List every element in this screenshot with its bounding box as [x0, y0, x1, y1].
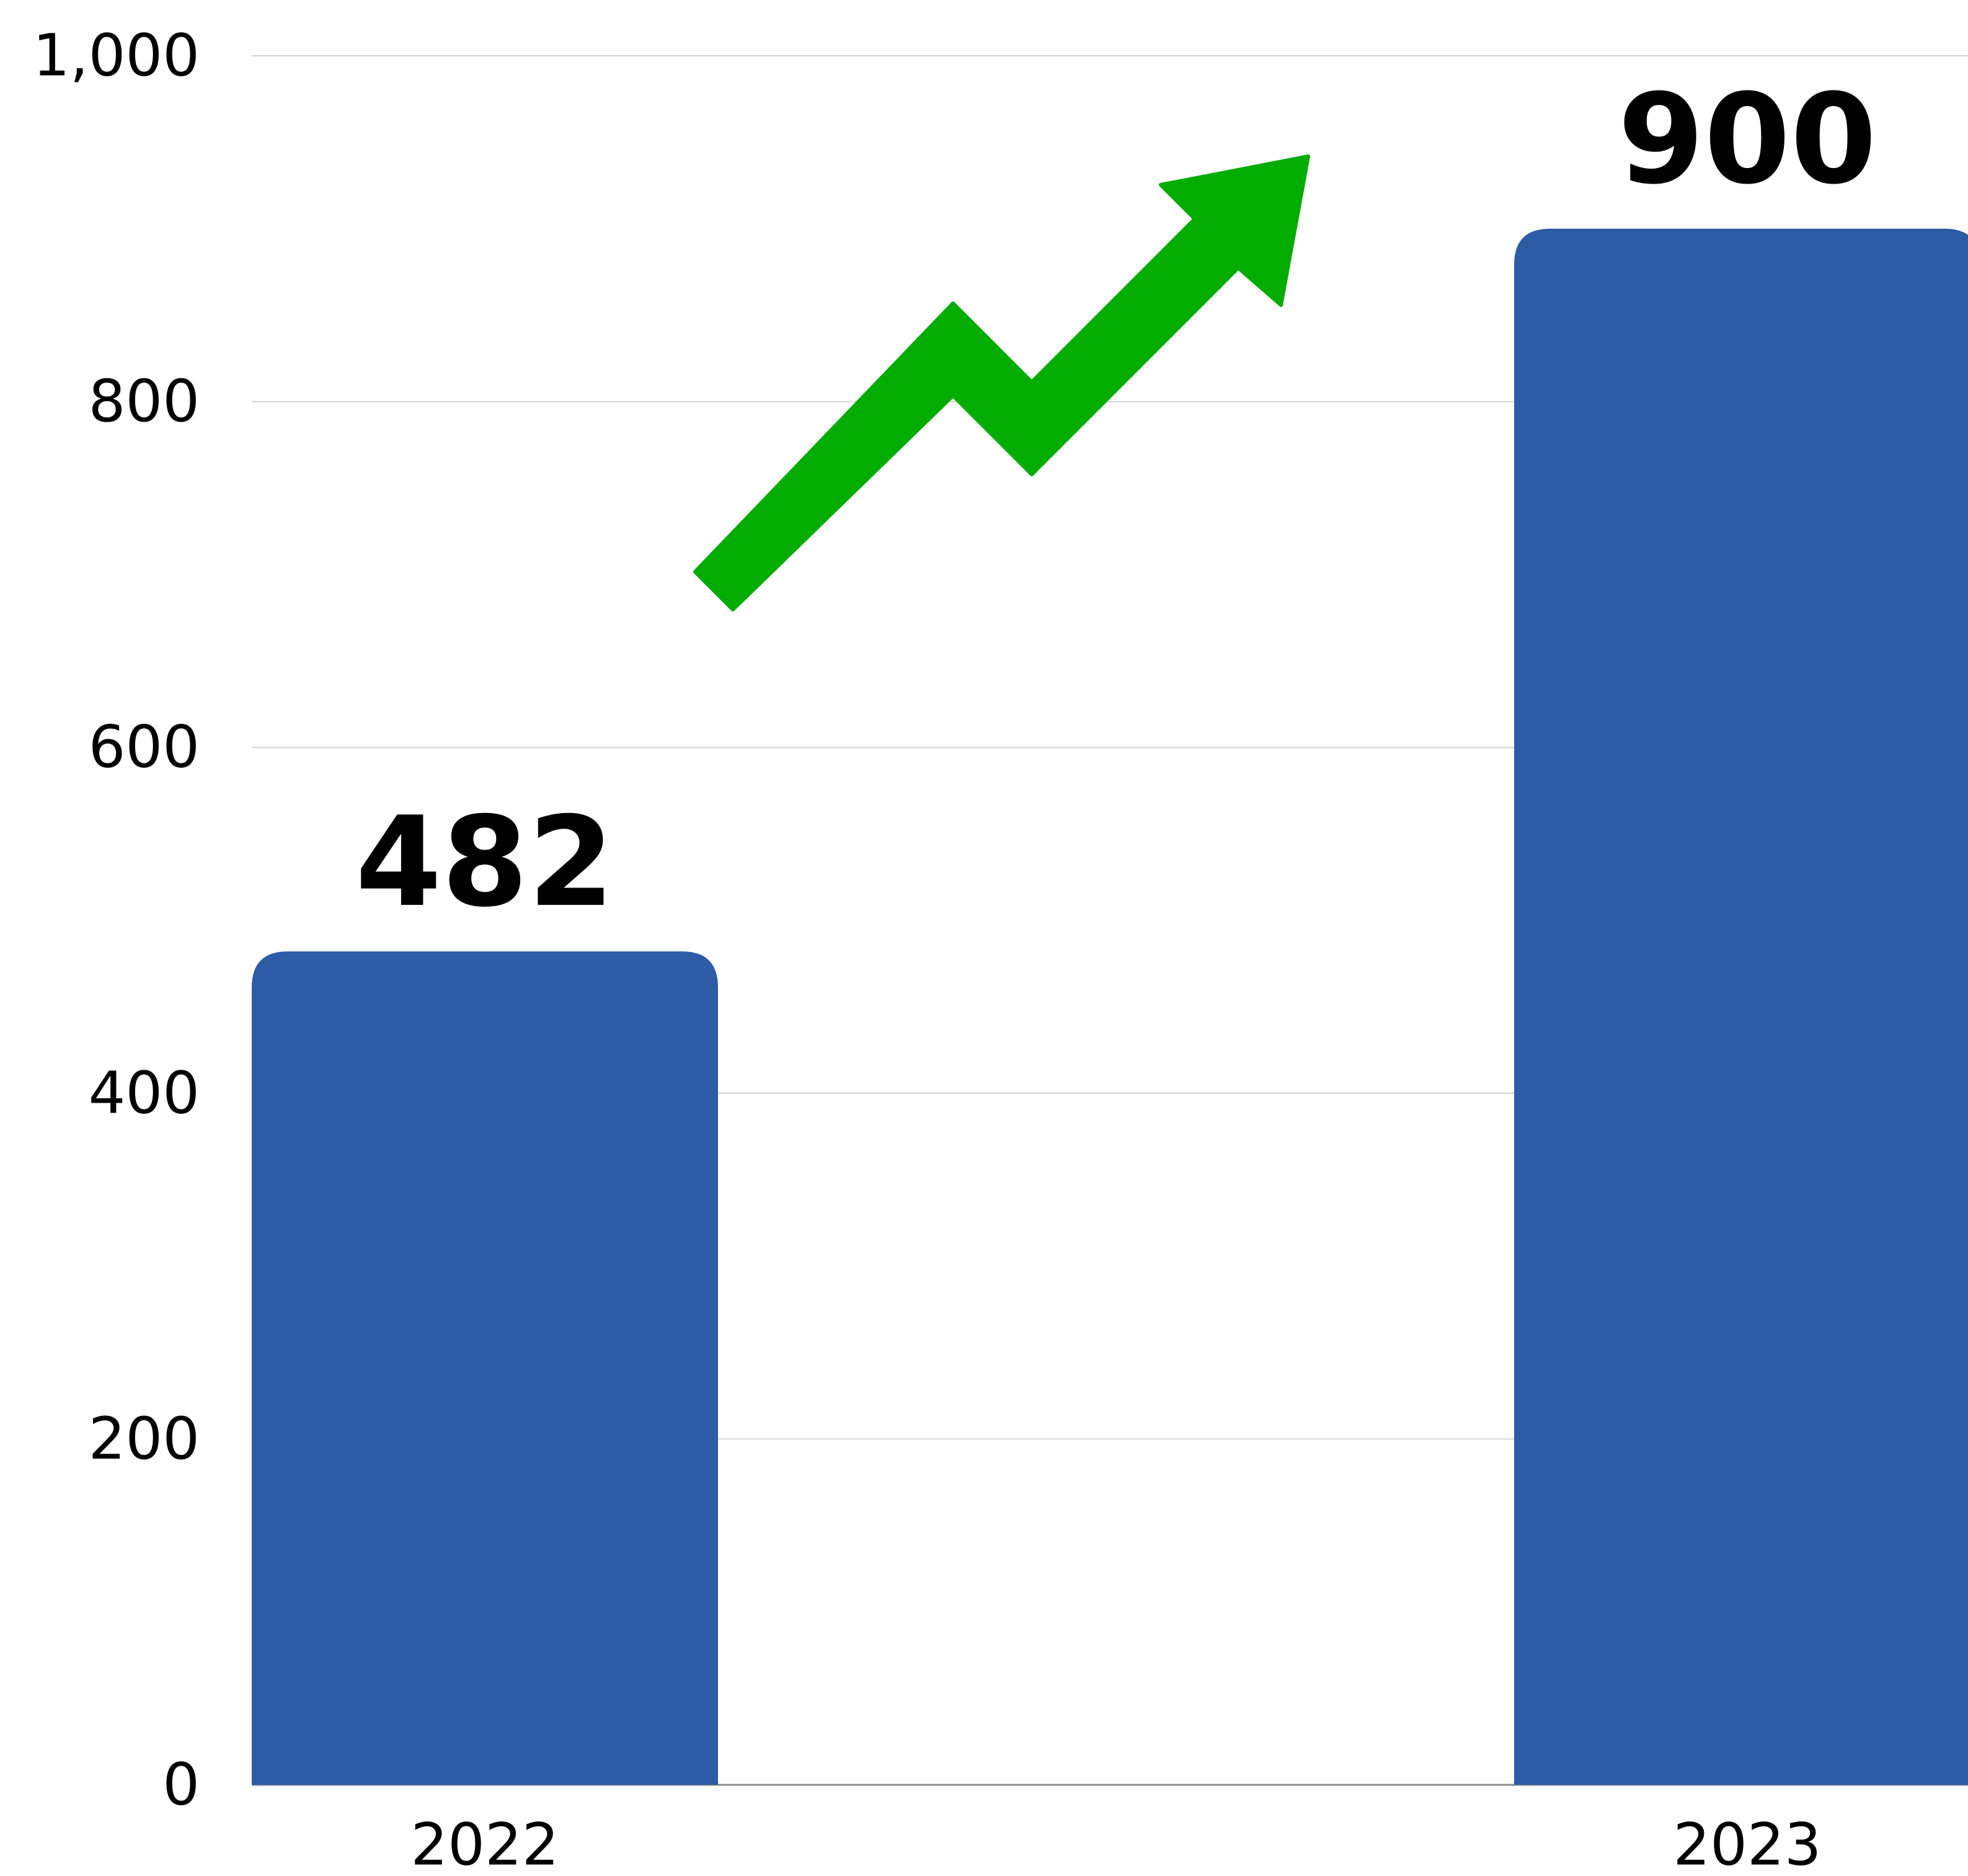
bars — [252, 228, 1968, 1785]
y-tick-label: 1,000 — [33, 22, 200, 90]
data-label-2023: 900 — [1618, 68, 1876, 212]
x-axis-tick-labels: 2022 2023 — [410, 1812, 1821, 1876]
y-axis-tick-labels: 0 200 400 600 800 1,000 — [33, 22, 200, 1819]
trend-up-arrow-icon — [693, 154, 1310, 611]
data-label-2022: 482 — [355, 790, 614, 935]
bar-2023 — [1514, 228, 1968, 1785]
bar-2022 — [252, 951, 718, 1785]
data-labels: 482 900 — [355, 68, 1876, 935]
trend-up-arrow-icon — [693, 154, 1310, 611]
x-tick-label: 2023 — [1673, 1812, 1821, 1876]
x-tick-label: 2022 — [410, 1812, 559, 1876]
y-tick-label: 600 — [89, 714, 200, 781]
y-tick-label: 400 — [89, 1059, 200, 1127]
y-tick-label: 0 — [162, 1751, 200, 1819]
y-tick-label: 800 — [89, 368, 200, 435]
y-tick-label: 200 — [89, 1405, 200, 1473]
